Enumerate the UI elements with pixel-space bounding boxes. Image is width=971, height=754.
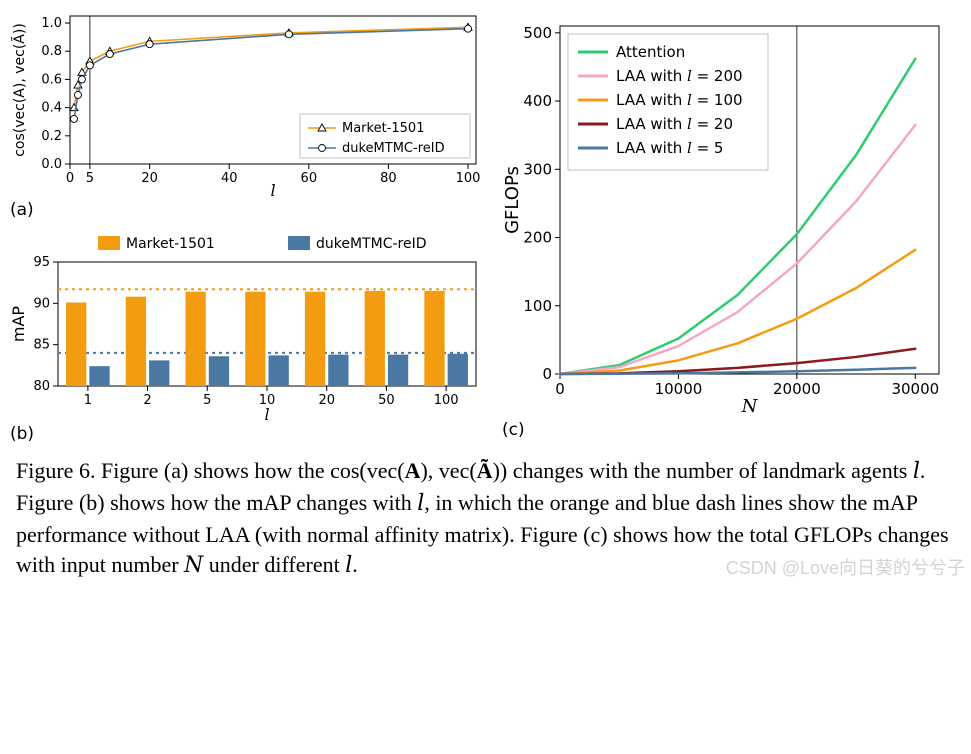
caption-N: N (184, 553, 203, 578)
svg-text:90: 90 (33, 296, 50, 311)
svg-text:Market-1501: Market-1501 (342, 121, 424, 136)
svg-text:0.8: 0.8 (41, 44, 62, 59)
svg-text:0: 0 (66, 171, 74, 186)
panel-a: 0.0 0.2 0.4 0.6 0.8 1.0 05 20 40 60 80 100 l cos(vec(… (8, 8, 488, 222)
svg-text:95: 95 (33, 255, 50, 270)
svg-text:dukeMTMC-reID: dukeMTMC-reID (342, 141, 445, 156)
caption-l1: l (913, 459, 920, 484)
svg-text:cos(vec(A), vec(Ã)): cos(vec(A), vec(Ã)) (11, 23, 28, 157)
panel-b-label: (b) (8, 422, 488, 446)
figure-row: 0.00.20.40.60.81.00520406080100lcos(vec(… (8, 8, 971, 446)
svg-text:GFLOPs: GFLOPs (502, 166, 523, 234)
svg-text:0.6: 0.6 (41, 72, 62, 87)
svg-text:Attention: Attention (616, 43, 685, 61)
figure-caption: Figure 6. Figure (a) shows how the cos(v… (8, 446, 971, 586)
svg-text:80: 80 (33, 379, 50, 394)
svg-text:0: 0 (555, 380, 565, 398)
caption-prefix: Figure 6. (16, 458, 101, 483)
svg-text:5: 5 (86, 171, 94, 186)
caption-t12: . (352, 552, 358, 577)
panel-b: 80859095125102050100lmAPMarket-1501dukeM… (8, 222, 488, 446)
svg-text:LAA with l = 100: LAA with l = 100 (616, 91, 743, 109)
svg-text:80: 80 (380, 171, 397, 186)
figure-container: 0.00.20.40.60.81.00520406080100lcos(vec(… (8, 8, 971, 586)
svg-text:mAP: mAP (9, 306, 28, 343)
svg-text:2: 2 (143, 393, 151, 408)
svg-text:5: 5 (203, 393, 211, 408)
svg-text:N: N (741, 396, 759, 417)
svg-text:500: 500 (523, 24, 552, 42)
svg-text:100: 100 (456, 171, 481, 186)
svg-text:0.2: 0.2 (41, 129, 62, 144)
left-column: 0.00.20.40.60.81.00520406080100lcos(vec(… (8, 8, 488, 446)
svg-text:20: 20 (141, 171, 158, 186)
panel-c-svg: 0 100 200 300 400 500 0 10000 20000 30000 N GFLOPs A… (500, 8, 955, 418)
svg-text:50: 50 (378, 393, 395, 408)
svg-text:30000: 30000 (891, 380, 939, 398)
caption-t2: ), vec( (420, 458, 476, 483)
svg-text:10000: 10000 (655, 380, 703, 398)
caption-t10: under different (203, 552, 345, 577)
panel-c-label: (c) (500, 418, 955, 442)
svg-text:60: 60 (301, 171, 318, 186)
svg-text:LAA with l = 200: LAA with l = 200 (616, 67, 743, 85)
svg-text:100: 100 (523, 297, 552, 315)
svg-text:20: 20 (318, 393, 335, 408)
svg-text:dukeMTMC-reID: dukeMTMC-reID (316, 236, 427, 252)
svg-text:40: 40 (221, 171, 238, 186)
caption-t0: Figure (a) shows how the cos(vec( (101, 458, 405, 483)
panel-a-svg: 0.0 0.2 0.4 0.6 0.8 1.0 05 20 40 60 80 100 l cos(vec(… (8, 8, 488, 198)
svg-text:200: 200 (523, 229, 552, 247)
svg-text:l: l (270, 181, 275, 198)
right-column: 0 100 200 300 400 500 0 10000 20000 30000 N GFLOPs A… (500, 8, 955, 446)
svg-text:20000: 20000 (773, 380, 821, 398)
svg-text:LAA with l = 5: LAA with l = 5 (616, 139, 723, 157)
svg-text:l: l (264, 405, 269, 422)
svg-text:100: 100 (434, 393, 459, 408)
caption-A: A (405, 458, 421, 483)
svg-text:85: 85 (33, 338, 50, 353)
panel-a-label: (a) (8, 198, 488, 222)
caption-Atilde: Ã (477, 458, 493, 483)
svg-text:LAA with l = 20: LAA with l = 20 (616, 115, 733, 133)
caption-t4: )) changes with the number of landmark a… (493, 458, 913, 483)
panel-c: 0 100 200 300 400 500 0 10000 20000 30000 N GFLOPs A… (500, 8, 955, 442)
svg-text:0: 0 (542, 365, 552, 383)
svg-text:0.0: 0.0 (41, 157, 62, 172)
svg-text:Market-1501: Market-1501 (126, 236, 215, 252)
panel-b-svg: 80859095125102050100lmAPMarket-1501dukeM… (8, 222, 488, 422)
svg-text:1: 1 (84, 393, 92, 408)
svg-text:300: 300 (523, 160, 552, 178)
svg-text:0.4: 0.4 (41, 101, 62, 116)
svg-text:1.0: 1.0 (41, 16, 62, 31)
svg-text:400: 400 (523, 92, 552, 110)
